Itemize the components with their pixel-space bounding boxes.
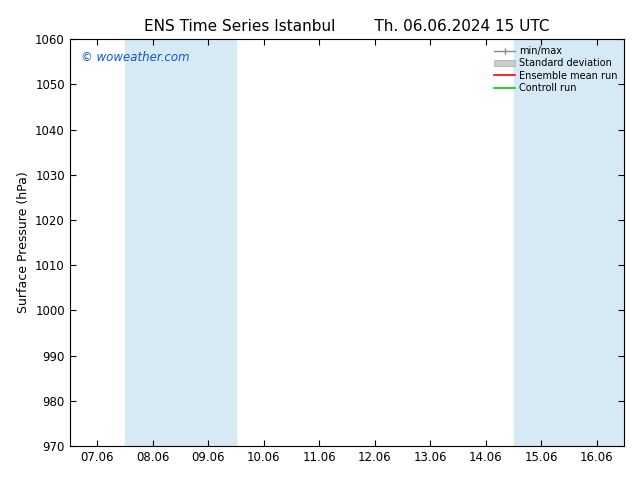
Text: © woweather.com: © woweather.com xyxy=(81,51,190,64)
Bar xyxy=(514,39,624,446)
Title: ENS Time Series Istanbul        Th. 06.06.2024 15 UTC: ENS Time Series Istanbul Th. 06.06.2024 … xyxy=(145,19,550,34)
Y-axis label: Surface Pressure (hPa): Surface Pressure (hPa) xyxy=(16,172,30,314)
Legend: min/max, Standard deviation, Ensemble mean run, Controll run: min/max, Standard deviation, Ensemble me… xyxy=(492,44,619,95)
Bar xyxy=(125,39,236,446)
